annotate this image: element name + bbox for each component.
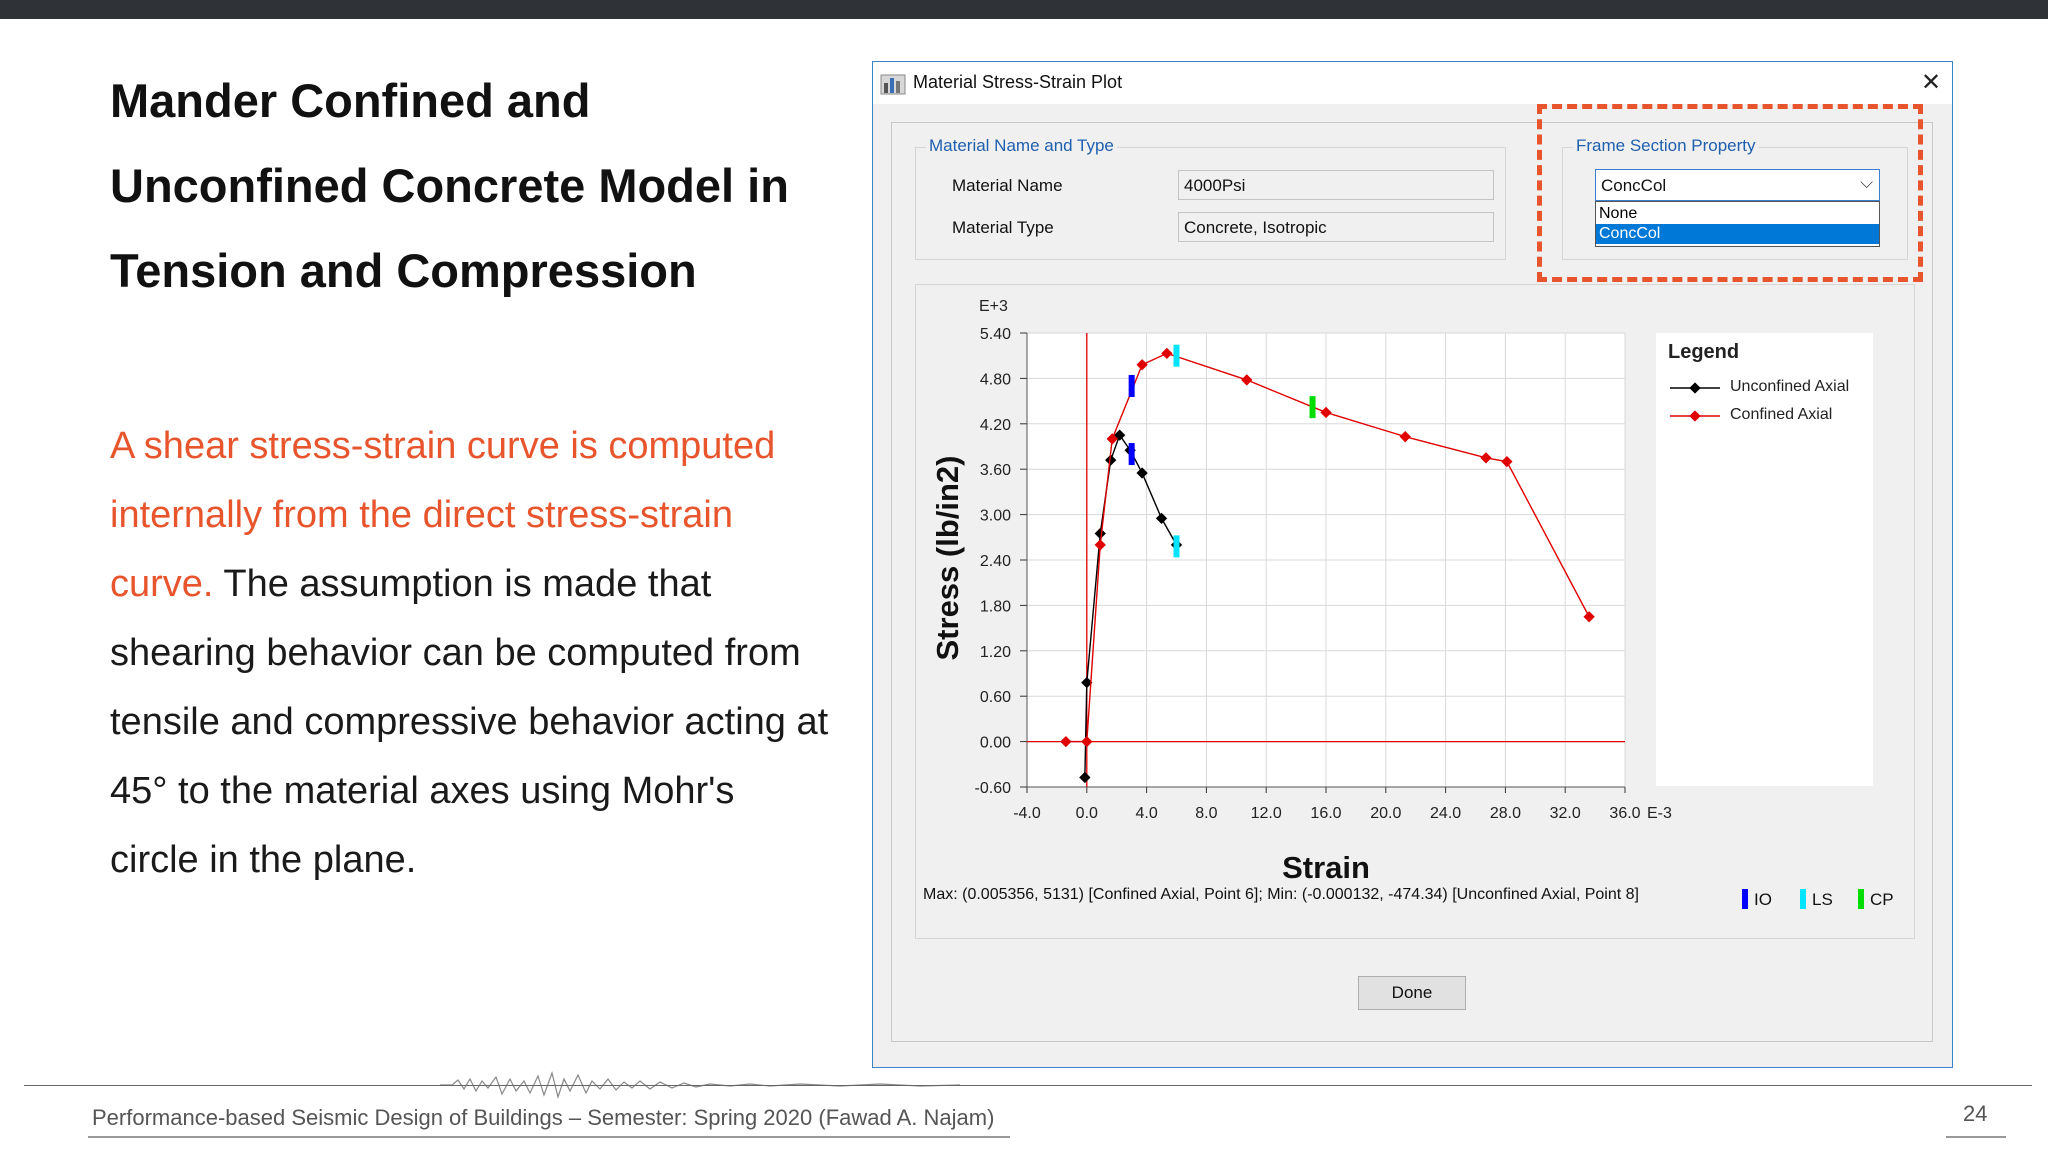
- group-legend: Frame Section Property: [1573, 136, 1759, 156]
- frame-section-dropdown: None ConcCol: [1595, 201, 1880, 247]
- body-line: 45° to the material axes using Mohr's: [110, 770, 735, 812]
- top-bar: [0, 0, 2048, 19]
- footer-text: Performance-based Seismic Design of Buil…: [92, 1105, 995, 1130]
- perf-label: CP: [1870, 890, 1894, 909]
- material-name-label: Material Name: [952, 176, 1063, 195]
- dropdown-option-conccol[interactable]: ConcCol: [1596, 224, 1879, 244]
- chart-legend: Legend Unconfined Axial Confined Axial: [1656, 333, 1873, 786]
- perf-label: IO: [1754, 890, 1772, 909]
- group-legend: Material Name and Type: [926, 136, 1117, 156]
- body-line: tensile and compressive behavior acting …: [110, 701, 829, 743]
- body-line: circle in the plane.: [110, 839, 417, 881]
- material-name-field[interactable]: 4000Psi: [1178, 170, 1494, 200]
- slide-title-line: Tension and Compression: [110, 244, 697, 297]
- slide-title-line: Mander Confined and: [110, 74, 591, 127]
- chevron-down-icon[interactable]: ⌵: [1860, 173, 1873, 192]
- slide-title: Mander Confined and Unconfined Concrete …: [110, 58, 850, 313]
- annotation-highlight-box: [1537, 104, 1923, 282]
- perf-legend-cp: CP: [1858, 889, 1894, 910]
- min-max-info: Max: (0.005356, 5131) [Confined Axial, P…: [923, 886, 1639, 903]
- io-swatch: [1742, 889, 1748, 909]
- dialog-frame: [891, 122, 1933, 1042]
- frame-section-select[interactable]: ConcCol ⌵: [1595, 169, 1880, 201]
- page-number-underline: [1946, 1136, 2006, 1138]
- legend-title: Legend: [1668, 341, 1740, 363]
- footer-rule: [24, 1085, 2032, 1086]
- seismic-wave-graphic: [440, 1070, 960, 1100]
- dialog-titlebar[interactable]: Material Stress-Strain Plot ✕: [873, 62, 1952, 104]
- select-value: ConcCol: [1601, 176, 1667, 195]
- dropdown-option-none[interactable]: None: [1599, 205, 1638, 222]
- legend-label: Confined Axial: [1730, 406, 1833, 423]
- slide-title-line: Unconfined Concrete Model in: [110, 159, 789, 212]
- frame-section-group: Frame Section Property: [1562, 136, 1908, 260]
- done-button[interactable]: Done: [1358, 976, 1466, 1010]
- material-type-field[interactable]: Concrete, Isotropic: [1178, 212, 1494, 242]
- cp-swatch: [1858, 889, 1864, 909]
- close-icon[interactable]: ✕: [1921, 69, 1942, 96]
- chart-app-icon: [880, 74, 906, 95]
- material-type-label: Material Type: [952, 218, 1054, 237]
- dialog-title: Material Stress-Strain Plot: [913, 72, 1123, 92]
- body-line: shearing behavior can be computed from: [110, 632, 801, 674]
- highlight-text: curve.: [110, 563, 214, 605]
- highlight-text: internally from the direct stress-strain: [110, 494, 733, 536]
- body-text: The assumption is made that: [213, 563, 712, 605]
- ls-swatch: [1800, 889, 1806, 909]
- perf-legend-ls: LS: [1800, 889, 1833, 910]
- legend-swatch: [1670, 382, 1720, 394]
- slide-body: A shear stress-strain curve is computed …: [110, 412, 850, 895]
- legend-swatch: [1670, 410, 1720, 422]
- perf-legend-io: IO: [1742, 889, 1772, 910]
- footer-underline: [88, 1136, 1010, 1138]
- legend-label: Unconfined Axial: [1730, 378, 1850, 395]
- highlight-text: A shear stress-strain curve is computed: [110, 425, 776, 467]
- perf-label: LS: [1812, 890, 1833, 909]
- material-group: Material Name and Type: [915, 136, 1506, 260]
- page-number: 24: [1963, 1101, 1988, 1126]
- plot-group: [915, 284, 1915, 939]
